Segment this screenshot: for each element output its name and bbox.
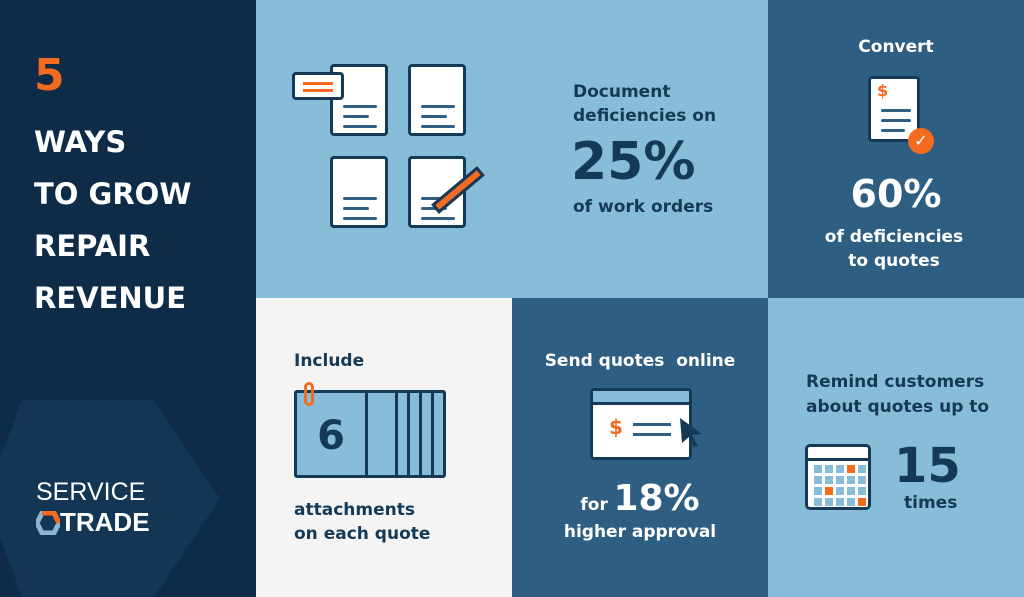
calendar-day — [847, 465, 855, 473]
document-panel: Document deficiencies on 25% of work ord… — [256, 0, 768, 298]
include-value: 6 — [294, 390, 368, 478]
calendar-day — [825, 487, 833, 495]
calendar-day — [858, 465, 866, 473]
calendar-day — [836, 465, 844, 473]
convert-line2: to quotes — [848, 251, 940, 271]
browser-window-icon: $ — [590, 388, 692, 460]
calendar-day — [847, 498, 855, 506]
remind-panel: Remind customers about quotes up to 15 t… — [768, 298, 1024, 597]
calendar-day — [858, 498, 866, 506]
calendar-day — [825, 476, 833, 484]
remind-line2: about quotes up to — [806, 397, 990, 417]
include-line1: attachments — [294, 500, 415, 520]
document-value: 25% — [571, 132, 696, 192]
calendar-day — [814, 498, 822, 506]
calendar-day — [814, 465, 822, 473]
servicetrade-logo: SERVICE TRADE — [36, 478, 150, 538]
calendar-day — [825, 465, 833, 473]
document-line2: deficiencies on — [573, 106, 717, 126]
convert-panel: Convert $ ✓ 60% of deficiencies to quote… — [768, 0, 1024, 298]
include-line2: on each quote — [294, 524, 431, 544]
title-line: TO GROW — [34, 177, 192, 211]
online-suffix: higher approval — [563, 522, 717, 542]
document-line1: Document — [573, 82, 671, 102]
dollar-icon: $ — [877, 81, 889, 100]
calendar-icon — [805, 444, 871, 510]
logo-line2: TRADE — [60, 507, 150, 537]
convert-line1: of deficiencies — [824, 227, 964, 247]
cursor-icon — [680, 418, 702, 447]
paperclip-icon — [304, 382, 314, 406]
title-line: WAYS — [34, 125, 127, 159]
remind-line1: Remind customers — [806, 372, 985, 392]
document-suffix: of work orders — [573, 197, 714, 217]
calendar-day — [814, 487, 822, 495]
include-panel: Include 6 attachments on each quote — [256, 298, 512, 597]
calendar-day — [825, 498, 833, 506]
title-text: WAYS TO GROW REPAIR REVENUE — [34, 116, 191, 324]
calendar-day — [814, 476, 822, 484]
online-heading: Send quotes online — [544, 351, 736, 371]
convert-heading: Convert — [858, 37, 934, 57]
logo-line1: SERVICE — [36, 478, 146, 506]
include-heading: Include — [294, 351, 365, 371]
title-number: 5 — [34, 50, 65, 101]
title-line: REVENUE — [34, 281, 187, 315]
calendar-day — [836, 476, 844, 484]
dollar-icon: $ — [609, 415, 623, 439]
calendar-day — [858, 476, 866, 484]
check-icon: ✓ — [908, 128, 934, 154]
remind-value: 15 — [894, 438, 961, 494]
online-panel: Send quotes online $ for 18% higher appr… — [512, 298, 768, 597]
title-panel: 5 WAYS TO GROW REPAIR REVENUE SERVICE TR… — [0, 0, 256, 597]
calendar-day — [858, 487, 866, 495]
hexagon-logo-icon — [36, 510, 60, 535]
calendar-day — [847, 487, 855, 495]
calendar-day — [847, 476, 855, 484]
title-line: REPAIR — [34, 229, 151, 263]
online-value: 18% — [613, 478, 700, 519]
online-prefix: for — [580, 495, 608, 515]
calendar-day — [836, 498, 844, 506]
remind-suffix: times — [904, 493, 958, 513]
convert-value: 60% — [850, 172, 942, 216]
calendar-day — [836, 487, 844, 495]
